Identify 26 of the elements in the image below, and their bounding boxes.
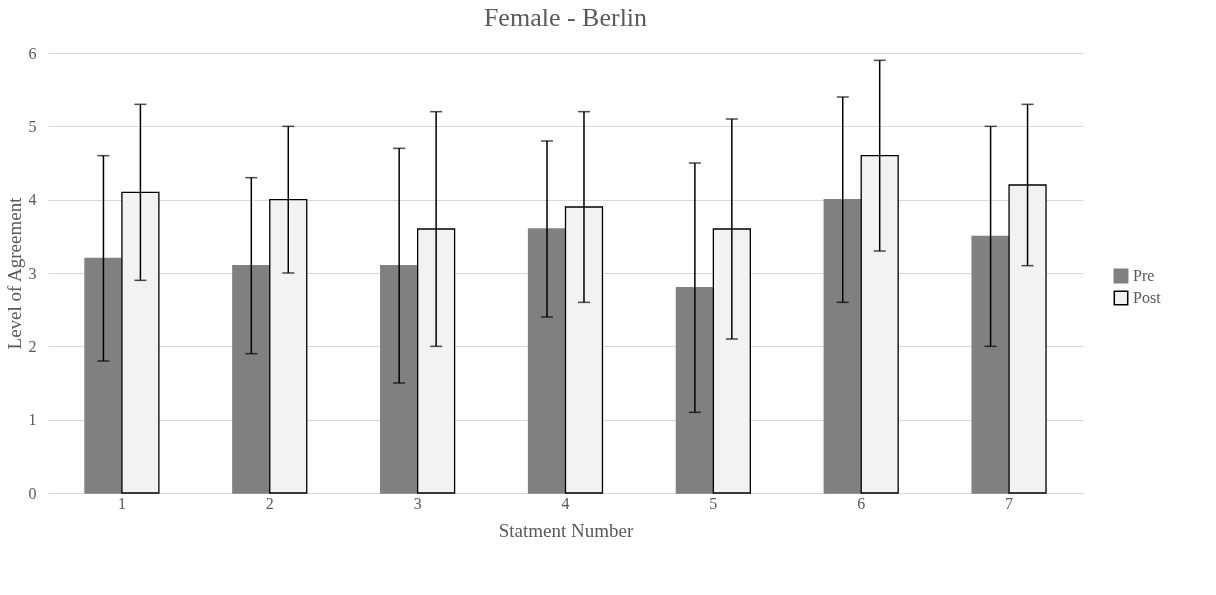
bar: [232, 265, 271, 494]
bar: [527, 228, 567, 494]
y-tick-label: 2: [28, 337, 37, 355]
x-tick-label: 1: [117, 494, 126, 512]
y-axis-title: Level of Agreement: [3, 196, 25, 350]
x-tick-label: 5: [709, 494, 718, 512]
x-tick-label: 2: [265, 494, 274, 512]
x-tick-label: 6: [857, 494, 866, 512]
chart-title: Female - Berlin: [483, 3, 648, 32]
bar: [675, 287, 715, 494]
x-tick-label: 4: [561, 494, 570, 512]
x-axis-title: Statment Number: [498, 519, 634, 541]
bar: [823, 199, 862, 494]
y-tick-label: 3: [28, 264, 37, 282]
y-tick-label: 6: [28, 44, 37, 62]
bar: [971, 235, 1010, 494]
x-tick-label: 3: [413, 494, 422, 512]
y-tick-label: 5: [28, 117, 37, 135]
legend-label: Post: [1133, 289, 1162, 306]
x-tick-label: 7: [1005, 494, 1014, 512]
bar: [84, 257, 123, 494]
y-tick-label: 4: [28, 191, 37, 209]
legend-label: Pre: [1133, 267, 1155, 284]
y-tick-label: 0: [28, 484, 37, 502]
bar: [380, 265, 419, 494]
y-tick-label: 1: [28, 411, 37, 429]
